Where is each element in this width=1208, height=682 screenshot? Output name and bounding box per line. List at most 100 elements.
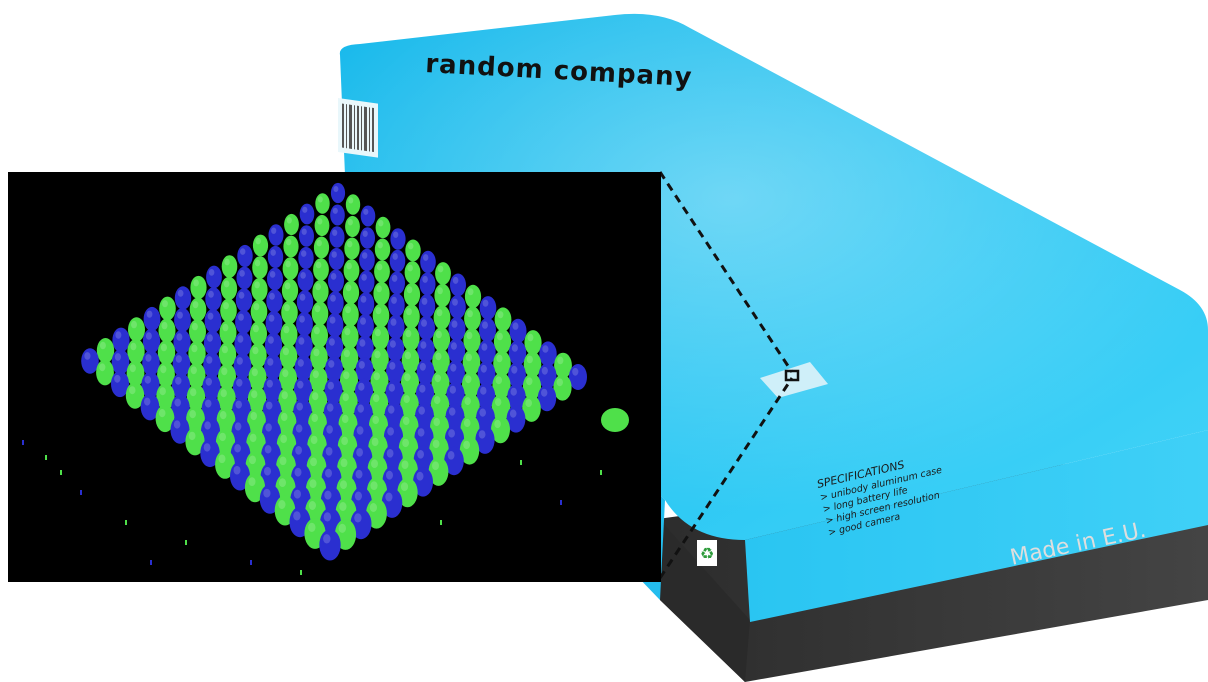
speck (45, 455, 47, 460)
particle (398, 456, 418, 485)
particle (342, 302, 359, 327)
speck (150, 560, 152, 565)
zoom-indicator-lines (658, 171, 794, 579)
particle (315, 193, 330, 214)
particle (231, 418, 251, 446)
particle-highlight (310, 435, 318, 445)
particle-highlight (238, 291, 245, 299)
particle (418, 294, 436, 318)
particle-highlight (328, 338, 335, 346)
particle-highlight (173, 420, 181, 429)
particle-highlight (310, 457, 317, 467)
particle-highlight (84, 352, 91, 360)
particle-highlight (204, 421, 211, 430)
particle-highlight (302, 206, 308, 213)
particle (309, 366, 328, 393)
particle (140, 393, 160, 421)
particle-highlight (325, 468, 332, 478)
particle (308, 388, 328, 415)
particle (366, 476, 388, 507)
particle-highlight (145, 354, 152, 362)
particle (430, 392, 450, 419)
particle (324, 377, 343, 405)
particle-highlight (433, 417, 441, 427)
particle-highlight (355, 469, 363, 479)
particle (244, 472, 266, 503)
particle (275, 473, 296, 504)
particle (569, 364, 587, 390)
particle-highlight (114, 374, 121, 383)
particle-highlight (556, 378, 563, 387)
particle-highlight (160, 365, 167, 374)
particle-highlight (376, 285, 382, 293)
particle-highlight (311, 413, 319, 423)
particle-highlight (297, 380, 304, 389)
particle (142, 350, 160, 376)
particle-highlight (541, 366, 548, 375)
particle (313, 236, 330, 259)
particle-highlight (316, 239, 322, 247)
particle-highlight (333, 186, 339, 192)
speck (440, 520, 442, 525)
particle (340, 345, 359, 372)
particle (206, 265, 222, 289)
particle (369, 411, 388, 440)
particle (356, 335, 374, 361)
particle-highlight (393, 231, 399, 238)
particle (522, 373, 542, 400)
particle-highlight (312, 392, 319, 401)
particle-highlight (407, 264, 413, 272)
particle-lattice (22, 182, 629, 575)
particle (475, 426, 495, 454)
particle (367, 455, 388, 484)
particle-highlight (327, 381, 334, 390)
particle-highlight (417, 450, 424, 459)
particle (128, 317, 145, 342)
particle-highlight (463, 440, 470, 450)
particle (460, 414, 480, 443)
particle (276, 430, 297, 459)
particle-highlight (280, 434, 287, 444)
particle (189, 297, 207, 322)
particle (343, 259, 360, 282)
particle (397, 477, 418, 508)
particle-highlight (347, 219, 353, 226)
particle (352, 465, 372, 495)
particle (264, 332, 283, 358)
particle (416, 359, 435, 385)
particle (262, 397, 282, 425)
particle (553, 374, 572, 401)
particle (234, 331, 252, 357)
particle (277, 408, 297, 437)
particle-highlight (541, 388, 548, 397)
particle (267, 267, 283, 291)
particle-highlight (510, 387, 517, 396)
particle-highlight (325, 447, 333, 456)
particle-highlight (206, 334, 213, 342)
particle-highlight (512, 322, 519, 330)
particle (218, 363, 236, 390)
speck (300, 570, 302, 575)
particle-highlight (219, 411, 227, 420)
particle-highlight (161, 321, 168, 330)
particle-highlight (265, 423, 272, 432)
particle-highlight (497, 311, 504, 319)
particle (508, 340, 527, 366)
particle-highlight (224, 258, 230, 266)
particle (294, 355, 313, 381)
particle-highlight (356, 426, 364, 435)
particle-highlight (299, 293, 306, 301)
particle (174, 286, 192, 310)
particle-highlight (357, 404, 365, 413)
particle-highlight (339, 502, 347, 511)
particle-highlight (129, 386, 136, 395)
particle (539, 341, 557, 367)
particle-highlight (162, 300, 168, 308)
particle-highlight (511, 344, 518, 352)
particle (143, 306, 161, 332)
particle-highlight (527, 333, 534, 342)
particle-highlight (220, 389, 227, 398)
particle (360, 227, 375, 249)
particle (171, 394, 190, 422)
